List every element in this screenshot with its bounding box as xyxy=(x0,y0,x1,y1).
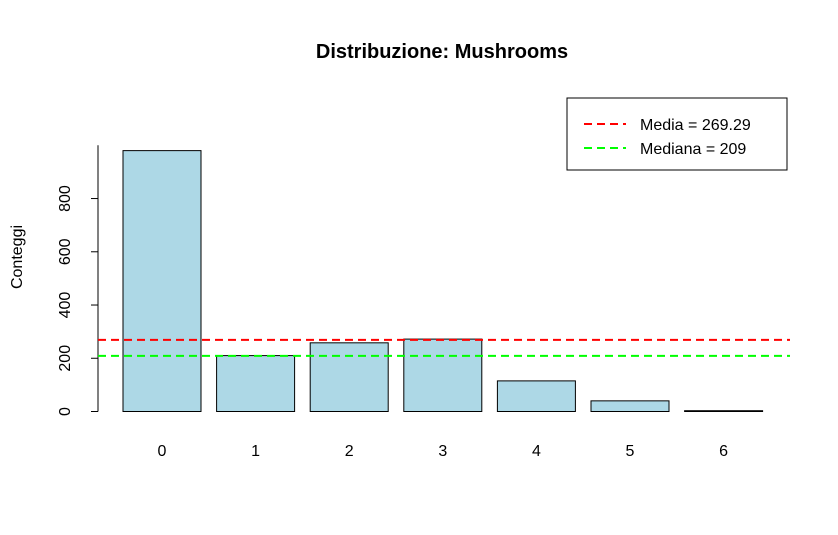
y-tick-label: 0 xyxy=(57,407,74,416)
bars-group xyxy=(122,150,764,413)
x-tick-label: 5 xyxy=(626,443,635,460)
reference-lines xyxy=(98,338,790,357)
x-tick-label: 0 xyxy=(158,443,167,460)
bar xyxy=(590,400,670,412)
y-axis-label: Conteggi xyxy=(9,225,26,289)
y-tick-label: 200 xyxy=(57,345,74,372)
bar xyxy=(122,150,202,412)
y-axis: 0 200 400 600 800 xyxy=(57,145,99,416)
y-tick-label: 400 xyxy=(57,292,74,319)
legend-label: Mediana = 209 xyxy=(640,141,746,158)
y-tick-label: 800 xyxy=(57,185,74,212)
bar xyxy=(309,342,389,413)
bar xyxy=(403,338,483,412)
chart-title: Distribuzione: Mushrooms xyxy=(316,41,568,63)
bar xyxy=(216,355,296,412)
x-tick-label: 4 xyxy=(532,443,541,460)
x-tick-label: 2 xyxy=(345,443,354,460)
x-tick-label: 3 xyxy=(438,443,447,460)
y-tick-label: 600 xyxy=(57,238,74,265)
x-axis-labels: 0 1 2 3 4 5 6 xyxy=(158,443,729,460)
legend-box xyxy=(566,97,788,171)
x-tick-label: 1 xyxy=(251,443,260,460)
bar xyxy=(496,380,576,412)
legend-label: Media = 269.29 xyxy=(640,117,751,134)
x-tick-label: 6 xyxy=(719,443,728,460)
legend: Media = 269.29 Mediana = 209 xyxy=(566,97,788,171)
bar xyxy=(684,410,764,413)
